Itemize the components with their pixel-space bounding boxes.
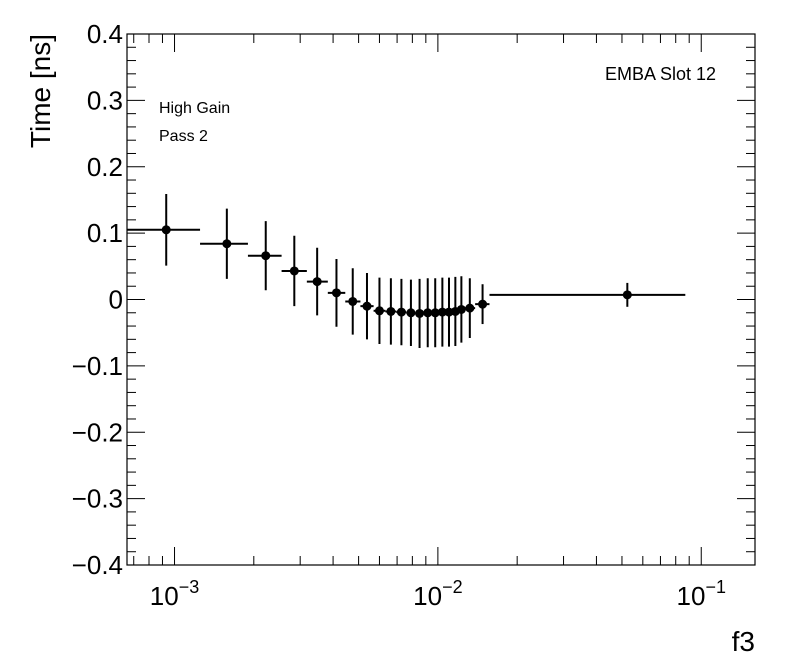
- x-tick-labels: 10−3 10−2 10−1: [150, 577, 726, 611]
- y-tick-label: −0.1: [72, 351, 123, 381]
- point-marker: [478, 299, 488, 309]
- data-point: [281, 235, 307, 307]
- point-marker: [348, 296, 358, 306]
- x-tick-label: 10−1: [677, 577, 726, 611]
- point-marker: [423, 308, 433, 318]
- point-marker: [312, 277, 322, 287]
- point-marker: [406, 308, 416, 318]
- y-tick-label: −0.3: [72, 484, 123, 514]
- point-marker: [386, 306, 396, 316]
- point-marker: [374, 306, 384, 316]
- y-tick-label: −0.4: [72, 550, 123, 580]
- plot-frame: [126, 33, 756, 566]
- data-point: [396, 278, 407, 346]
- data-point: [200, 208, 248, 279]
- point-marker: [331, 288, 341, 298]
- data-point: [406, 279, 416, 346]
- data-series: [127, 193, 686, 348]
- data-point: [306, 247, 328, 316]
- data-point: [464, 278, 476, 338]
- axis-ticks: [127, 33, 755, 566]
- point-marker: [415, 308, 425, 318]
- annotation-gain: High Gain: [159, 100, 230, 117]
- data-point: [430, 278, 440, 348]
- point-marker: [437, 307, 447, 317]
- data-point: [127, 193, 201, 266]
- annotation-pass: Pass 2: [159, 128, 208, 145]
- y-tick-label: 0.1: [87, 218, 123, 248]
- point-marker: [456, 304, 466, 314]
- point-marker: [622, 290, 632, 300]
- y-axis-label: Time [ns]: [25, 34, 56, 148]
- data-point: [385, 278, 397, 345]
- annotation-slot: EMBA Slot 12: [605, 64, 716, 84]
- y-tick-label: 0.4: [87, 19, 123, 49]
- y-tick-label: 0.2: [87, 152, 123, 182]
- y-tick-labels: −0.4 −0.3 −0.2 −0.1 0 0.1 0.2 0.3 0.4: [72, 19, 123, 580]
- point-marker: [430, 308, 440, 318]
- data-point: [247, 221, 282, 291]
- data-point: [489, 282, 686, 307]
- point-marker: [396, 307, 406, 317]
- point-marker: [261, 251, 271, 261]
- x-tick-label: 10−3: [150, 577, 199, 611]
- point-marker: [222, 239, 232, 249]
- y-tick-label: −0.2: [72, 417, 123, 447]
- data-point: [415, 278, 425, 348]
- y-tick-label: 0.3: [87, 85, 123, 115]
- x-tick-label: 10−2: [413, 577, 462, 611]
- data-point: [456, 276, 466, 343]
- point-marker: [289, 266, 299, 276]
- data-point: [327, 259, 346, 327]
- data-point: [373, 277, 386, 344]
- point-marker: [362, 301, 372, 311]
- data-point: [423, 278, 433, 348]
- data-point: [345, 268, 361, 335]
- y-tick-label: 0: [109, 285, 123, 315]
- data-point: [475, 284, 490, 325]
- point-marker: [161, 225, 171, 235]
- data-point: [360, 272, 374, 340]
- x-axis-label: f3: [732, 626, 755, 657]
- point-marker: [465, 303, 475, 313]
